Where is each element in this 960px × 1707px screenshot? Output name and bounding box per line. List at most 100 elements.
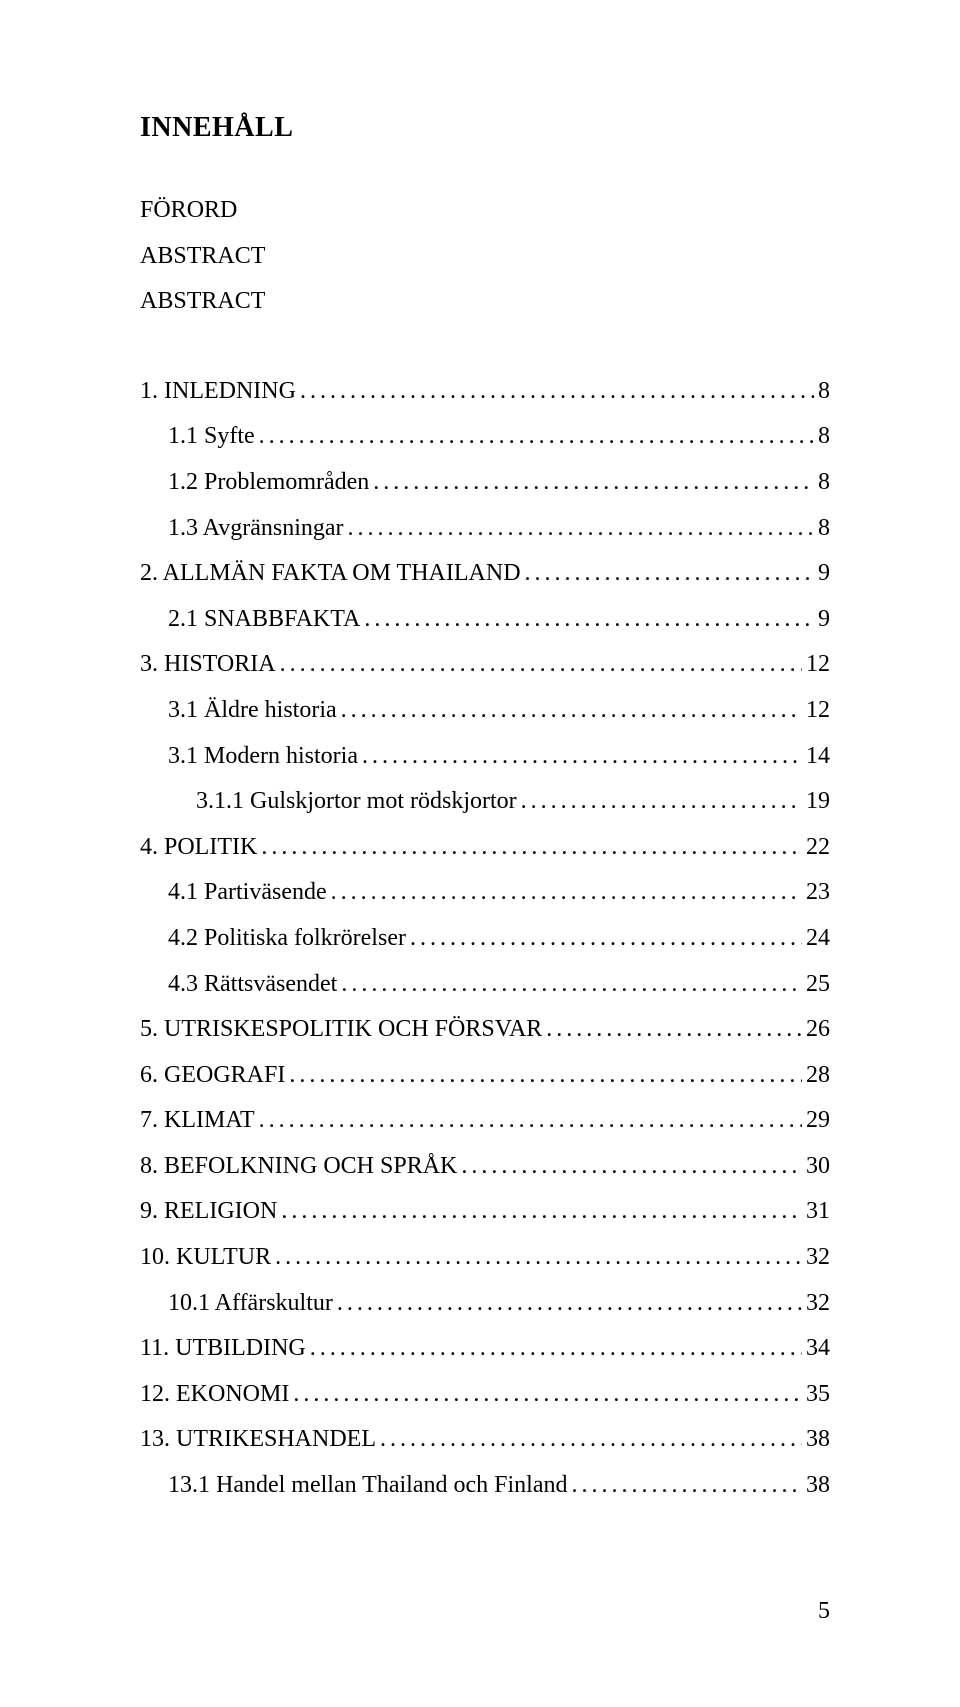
toc-entry-label: 1.3 Avgränsningar: [168, 506, 344, 552]
toc-entry-page: 8: [818, 414, 830, 460]
toc-entry-label: 2.1 SNABBFAKTA: [168, 597, 360, 643]
toc-entry-page: 31: [806, 1189, 830, 1235]
toc-entry-label: 4.2 Politiska folkrörelser: [168, 916, 406, 962]
toc-entry-label: 13.1 Handel mellan Thailand och Finland: [168, 1463, 567, 1509]
toc-entry: 4. POLITIK 22: [140, 825, 830, 871]
toc-leader-dots: [571, 1463, 802, 1509]
toc-entry-page: 12: [806, 642, 830, 688]
toc-entry: 1.3 Avgränsningar 8: [140, 506, 830, 552]
toc-entry: 12. EKONOMI 35: [140, 1372, 830, 1418]
toc-entry-label: 11. UTBILDING: [140, 1326, 306, 1372]
toc-entry-page: 9: [818, 597, 830, 643]
toc-entry-page: 32: [806, 1235, 830, 1281]
toc-entry: 13. UTRIKESHANDEL 38: [140, 1417, 830, 1463]
toc-leader-dots: [293, 1372, 802, 1418]
toc-entry: 2.1 SNABBFAKTA 9: [140, 597, 830, 643]
toc-entry: 9. RELIGION 31: [140, 1189, 830, 1235]
toc-entry: 1. INLEDNING 8: [140, 369, 830, 415]
toc-entry-label: 4.3 Rättsväsendet: [168, 962, 337, 1008]
toc-entry: 4.2 Politiska folkrörelser 24: [140, 916, 830, 962]
toc-entry-label: 3.1.1 Gulskjortor mot rödskjortor: [196, 779, 517, 825]
toc-entry: 4.1 Partiväsende 23: [140, 870, 830, 916]
toc-entry: 1.2 Problemområden 8: [140, 460, 830, 506]
toc-entry-label: 13. UTRIKESHANDEL: [140, 1417, 376, 1463]
toc-entry-label: 6. GEOGRAFI: [140, 1053, 285, 1099]
front-matter-item: ABSTRACT: [140, 234, 830, 280]
toc-entry: 3.1 Äldre historia 12: [140, 688, 830, 734]
toc-entry-page: 29: [806, 1098, 830, 1144]
toc-entry-page: 8: [818, 460, 830, 506]
toc-entry-label: 5. UTRISKESPOLITIK OCH FÖRSVAR: [140, 1007, 542, 1053]
toc-leader-dots: [525, 551, 814, 597]
toc-entry-page: 32: [806, 1281, 830, 1327]
toc-entry-page: 19: [806, 779, 830, 825]
toc-entry-label: 1. INLEDNING: [140, 369, 296, 415]
toc-leader-dots: [310, 1326, 802, 1372]
toc-entry-page: 22: [806, 825, 830, 871]
toc-leader-dots: [259, 414, 814, 460]
toc-entry-page: 8: [818, 506, 830, 552]
toc-entry-page: 30: [806, 1144, 830, 1190]
toc-entry-page: 28: [806, 1053, 830, 1099]
toc-entry-label: 12. EKONOMI: [140, 1372, 289, 1418]
toc-leader-dots: [280, 642, 802, 688]
toc-leader-dots: [364, 597, 814, 643]
toc-entry-label: 9. RELIGION: [140, 1189, 277, 1235]
toc-leader-dots: [546, 1007, 802, 1053]
toc-entry: 1.1 Syfte 8: [140, 414, 830, 460]
toc-leader-dots: [521, 779, 802, 825]
toc-entry: 3.1.1 Gulskjortor mot rödskjortor 19: [140, 779, 830, 825]
toc-leader-dots: [261, 825, 802, 871]
table-of-contents: 1. INLEDNING 81.1 Syfte 81.2 Problemområ…: [140, 369, 830, 1509]
toc-leader-dots: [373, 460, 814, 506]
toc-entry-label: 10. KULTUR: [140, 1235, 271, 1281]
toc-leader-dots: [300, 369, 814, 415]
toc-entry: 11. UTBILDING 34: [140, 1326, 830, 1372]
toc-entry-label: 3.1 Äldre historia: [168, 688, 337, 734]
toc-heading: INNEHÅLL: [140, 112, 830, 144]
toc-entry-label: 3.1 Modern historia: [168, 734, 358, 780]
toc-entry-label: 2. ALLMÄN FAKTA OM THAILAND: [140, 551, 521, 597]
toc-entry-page: 38: [806, 1417, 830, 1463]
toc-entry-label: 7. KLIMAT: [140, 1098, 255, 1144]
toc-entry: 5. UTRISKESPOLITIK OCH FÖRSVAR 26: [140, 1007, 830, 1053]
toc-leader-dots: [331, 870, 802, 916]
toc-leader-dots: [341, 688, 802, 734]
toc-leader-dots: [289, 1053, 802, 1099]
toc-entry-label: 10.1 Affärskultur: [168, 1281, 333, 1327]
toc-leader-dots: [362, 734, 802, 780]
toc-entry-page: 24: [806, 916, 830, 962]
front-matter-item: FÖRORD: [140, 188, 830, 234]
toc-leader-dots: [259, 1098, 802, 1144]
toc-leader-dots: [337, 1281, 802, 1327]
toc-leader-dots: [275, 1235, 802, 1281]
toc-entry-page: 26: [806, 1007, 830, 1053]
toc-leader-dots: [380, 1417, 802, 1463]
front-matter-block: FÖRORD ABSTRACT ABSTRACT: [140, 188, 830, 325]
toc-entry: 3.1 Modern historia 14: [140, 734, 830, 780]
toc-leader-dots: [461, 1144, 802, 1190]
toc-entry: 10.1 Affärskultur 32: [140, 1281, 830, 1327]
toc-entry-page: 38: [806, 1463, 830, 1509]
page-number: 5: [818, 1598, 830, 1625]
toc-leader-dots: [281, 1189, 802, 1235]
toc-entry-label: 1.1 Syfte: [168, 414, 255, 460]
toc-entry: 7. KLIMAT 29: [140, 1098, 830, 1144]
toc-entry-page: 14: [806, 734, 830, 780]
toc-entry: 2. ALLMÄN FAKTA OM THAILAND 9: [140, 551, 830, 597]
toc-entry: 13.1 Handel mellan Thailand och Finland …: [140, 1463, 830, 1509]
toc-leader-dots: [348, 506, 814, 552]
toc-entry: 4.3 Rättsväsendet 25: [140, 962, 830, 1008]
toc-entry-page: 12: [806, 688, 830, 734]
toc-entry-page: 8: [818, 369, 830, 415]
toc-entry-label: 4. POLITIK: [140, 825, 257, 871]
toc-entry: 8. BEFOLKNING OCH SPRÅK 30: [140, 1144, 830, 1190]
toc-leader-dots: [341, 962, 802, 1008]
front-matter-item: ABSTRACT: [140, 279, 830, 325]
toc-entry: 6. GEOGRAFI 28: [140, 1053, 830, 1099]
toc-entry-label: 3. HISTORIA: [140, 642, 276, 688]
toc-entry-label: 1.2 Problemområden: [168, 460, 369, 506]
toc-entry-label: 8. BEFOLKNING OCH SPRÅK: [140, 1144, 457, 1190]
toc-leader-dots: [410, 916, 802, 962]
toc-entry-page: 9: [818, 551, 830, 597]
